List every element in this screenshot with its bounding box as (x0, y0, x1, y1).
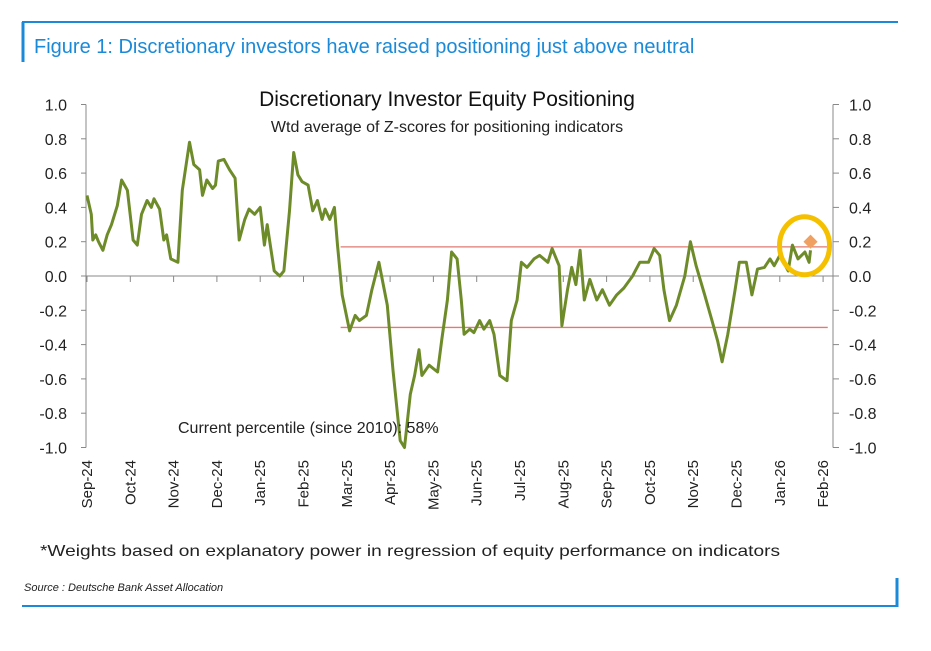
y-tick-label-right: 0.0 (849, 269, 871, 286)
latest-value-diamond (803, 234, 818, 249)
footnote: *Weights based on explanatory power in r… (40, 543, 780, 560)
y-tick-label-left: -0.6 (39, 372, 67, 389)
x-tick-label: Mar-25 (339, 460, 356, 508)
y-tick-label-left: 1.0 (45, 98, 67, 115)
reference-lines (340, 246, 828, 329)
y-tick-label-right: -0.4 (849, 338, 877, 355)
axes: 1.0 1.0 0.8 0.8 0.6 0.6 0.4 0.4 0.2 0.2 0.0 0.0 -0.2… (39, 98, 876, 511)
x-tick-label: Feb-26 (815, 460, 832, 508)
y-tick-label-left: 0.2 (45, 235, 67, 252)
y-tick-label-left: -0.4 (39, 338, 67, 355)
x-tick-label: Aug-25 (555, 460, 572, 508)
chart-title: Discretionary Investor Equity Positionin… (259, 88, 635, 111)
x-tick-label: Oct-25 (642, 460, 659, 505)
highlight-circle (777, 214, 833, 278)
y-tick-label-right: 0.8 (849, 132, 871, 149)
latest-marker-group (777, 214, 833, 278)
x-tick-label: Apr-25 (382, 460, 399, 505)
source-note: Source : Deutsche Bank Asset Allocation (24, 582, 223, 594)
figure-title: Figure 1: Discretionary investors have r… (34, 36, 694, 58)
y-tick-label-right: -1.0 (849, 441, 877, 458)
series-line (85, 140, 812, 449)
percentile-annotation: Current percentile (since 2010): 58% (178, 420, 439, 437)
y-tick-label-left: 0.8 (45, 132, 67, 149)
x-tick-label: Nov-24 (166, 460, 183, 508)
y-tick-label-left: -0.8 (39, 406, 67, 423)
x-tick-label: Feb-25 (296, 460, 313, 508)
y-tick-label-right: 0.2 (849, 235, 871, 252)
x-tick-label: May-25 (425, 460, 442, 510)
x-tick-label: Sep-24 (79, 460, 96, 508)
y-tick-label-left: -0.2 (39, 303, 67, 320)
x-tick-label: Jan-25 (252, 460, 269, 506)
x-tick-label: Nov-25 (685, 460, 702, 508)
x-tick-label: Jun-25 (469, 460, 486, 506)
x-tick-label: Oct-24 (122, 460, 139, 505)
x-tick-label: Dec-24 (209, 460, 226, 508)
chart-subtitle: Wtd average of Z-scores for positioning … (271, 119, 623, 136)
x-tick-label: Jan-26 (772, 460, 789, 506)
y-tick-label-right: -0.8 (849, 406, 877, 423)
y-tick-label-right: -0.6 (849, 372, 877, 389)
y-tick-label-left: 0.6 (45, 166, 67, 183)
y-tick-label-left: 0.0 (45, 269, 67, 286)
y-tick-label-left: -1.0 (39, 441, 67, 458)
y-tick-label-right: 0.6 (849, 166, 871, 183)
y-tick-label-right: 1.0 (849, 98, 871, 115)
x-tick-label: Dec-25 (729, 460, 746, 508)
y-tick-label-right: -0.2 (849, 303, 877, 320)
y-tick-label-right: 0.4 (849, 200, 871, 217)
y-tick-label-left: 0.4 (45, 200, 67, 217)
x-tick-label: Sep-25 (599, 460, 616, 508)
x-tick-label: Jul-25 (512, 460, 529, 501)
